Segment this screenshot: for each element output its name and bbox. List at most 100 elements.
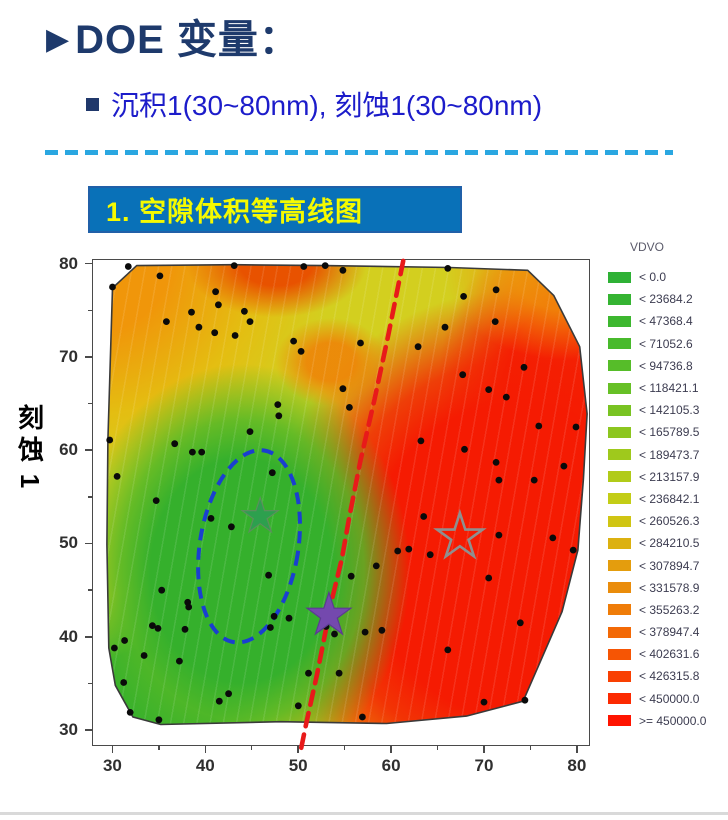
legend-swatch xyxy=(608,626,631,638)
legend-label: >= 450000.0 xyxy=(639,713,707,728)
legend-label: < 118421.1 xyxy=(639,381,699,396)
y-axis-label-char: 刻 xyxy=(17,403,44,433)
data-point xyxy=(339,385,347,393)
data-point xyxy=(572,423,580,431)
legend-item: < 260526.3 xyxy=(608,510,726,532)
y-axis-label: 刻蚀 1 xyxy=(12,402,50,496)
data-point xyxy=(111,644,118,652)
data-point xyxy=(225,690,233,698)
legend-swatch xyxy=(608,271,631,283)
legend-label: < 236842.1 xyxy=(639,491,700,506)
data-point xyxy=(549,534,557,542)
axis-tick xyxy=(390,746,392,753)
legend-label: < 0.0 xyxy=(639,270,667,285)
y-axis-label-char: 1 xyxy=(15,473,45,489)
data-point xyxy=(460,293,467,300)
legend-swatch xyxy=(608,693,631,705)
data-point xyxy=(290,337,297,345)
arrow-bullet-icon: ▶ xyxy=(46,23,70,56)
legend-item: < 450000.0 xyxy=(608,688,726,710)
legend-label: < 307894.7 xyxy=(639,558,700,573)
hollow-star xyxy=(433,508,487,560)
legend-item: < 189473.7 xyxy=(608,444,726,466)
axis-tick xyxy=(251,746,253,750)
legend-item: < 331578.9 xyxy=(608,577,726,599)
data-point xyxy=(154,625,162,632)
legend-label: < 378947.4 xyxy=(639,625,700,640)
data-point xyxy=(459,371,467,379)
legend-label: < 402631.6 xyxy=(639,647,700,662)
data-point xyxy=(176,657,183,665)
legend-rows: < 0.0 < 23684.2 < 47368.4 < 71052.6 < 94736.… xyxy=(608,266,726,732)
axis-tick-label: 60 xyxy=(381,756,401,775)
axis-tick-label: 80 xyxy=(59,253,78,273)
legend-swatch xyxy=(608,582,631,594)
legend-item: < 402631.6 xyxy=(608,643,726,665)
axis-tick xyxy=(88,309,92,311)
data-point xyxy=(347,572,355,580)
axis-tick xyxy=(204,746,207,753)
legend-swatch xyxy=(608,315,631,327)
data-point xyxy=(189,448,196,456)
data-point xyxy=(163,318,170,325)
legend-label: < 94736.8 xyxy=(639,358,693,373)
legend-swatch xyxy=(608,670,631,682)
data-point xyxy=(417,437,425,445)
data-point xyxy=(372,562,380,570)
data-point xyxy=(270,612,278,620)
data-point xyxy=(171,440,179,448)
data-point xyxy=(492,459,500,466)
data-point xyxy=(246,318,254,325)
color-legend: VDVO < 0.0 < 23684.2 < 47368.4 < 71052.6 < 9… xyxy=(608,240,726,732)
data-point xyxy=(140,652,148,659)
data-point xyxy=(185,603,193,611)
legend-label: < 71052.6 xyxy=(639,336,693,351)
axis-tick xyxy=(158,746,160,750)
data-point xyxy=(120,679,128,686)
axis-tick xyxy=(529,746,532,750)
doe-variables-text: 沉积1(30~80nm), 刻蚀1(30~80nm) xyxy=(111,90,543,121)
data-point xyxy=(156,272,164,280)
axis-tick-label: 40 xyxy=(59,626,78,646)
data-point xyxy=(212,288,219,296)
axis-tick-label: 30 xyxy=(102,756,122,775)
legend-swatch xyxy=(608,537,631,549)
axis-tick xyxy=(85,542,92,545)
data-point xyxy=(231,332,239,339)
legend-item: < 378947.4 xyxy=(608,621,726,643)
axis-tick xyxy=(85,729,92,731)
data-point xyxy=(414,343,422,351)
dashed-divider xyxy=(45,150,673,155)
legend-swatch xyxy=(608,648,631,660)
legend-label: < 260526.3 xyxy=(639,514,700,529)
legend-label: < 284210.5 xyxy=(639,536,700,551)
legend-label: < 450000.0 xyxy=(639,691,700,706)
data-point xyxy=(361,628,369,636)
legend-item: < 355263.2 xyxy=(608,599,726,621)
data-point xyxy=(321,262,329,269)
contour-plot-area xyxy=(92,258,590,756)
data-point xyxy=(521,696,529,704)
data-point xyxy=(560,462,568,470)
axis-tick xyxy=(483,746,485,753)
contour-outline xyxy=(106,263,588,726)
axis-tick-label: 40 xyxy=(195,756,215,775)
axis-tick xyxy=(343,746,346,750)
data-point xyxy=(121,637,128,644)
axis-tick-label: 80 xyxy=(567,756,587,775)
axis-tick xyxy=(297,746,299,753)
data-point xyxy=(215,301,222,309)
chart-title-box: 1. 空隙体积等高线图 xyxy=(88,186,462,233)
legend-label: < 331578.9 xyxy=(639,580,700,595)
data-point xyxy=(357,339,364,347)
legend-item: < 94736.8 xyxy=(608,355,726,377)
data-point xyxy=(241,307,248,315)
data-point xyxy=(426,551,434,559)
green-star xyxy=(240,495,281,534)
data-point xyxy=(346,404,353,411)
page-title: ▶ DOE 变量： xyxy=(46,18,300,62)
data-point xyxy=(520,363,528,371)
legend-label: < 189473.7 xyxy=(639,447,700,462)
legend-item: < 213157.9 xyxy=(608,466,726,488)
data-point xyxy=(181,625,189,633)
